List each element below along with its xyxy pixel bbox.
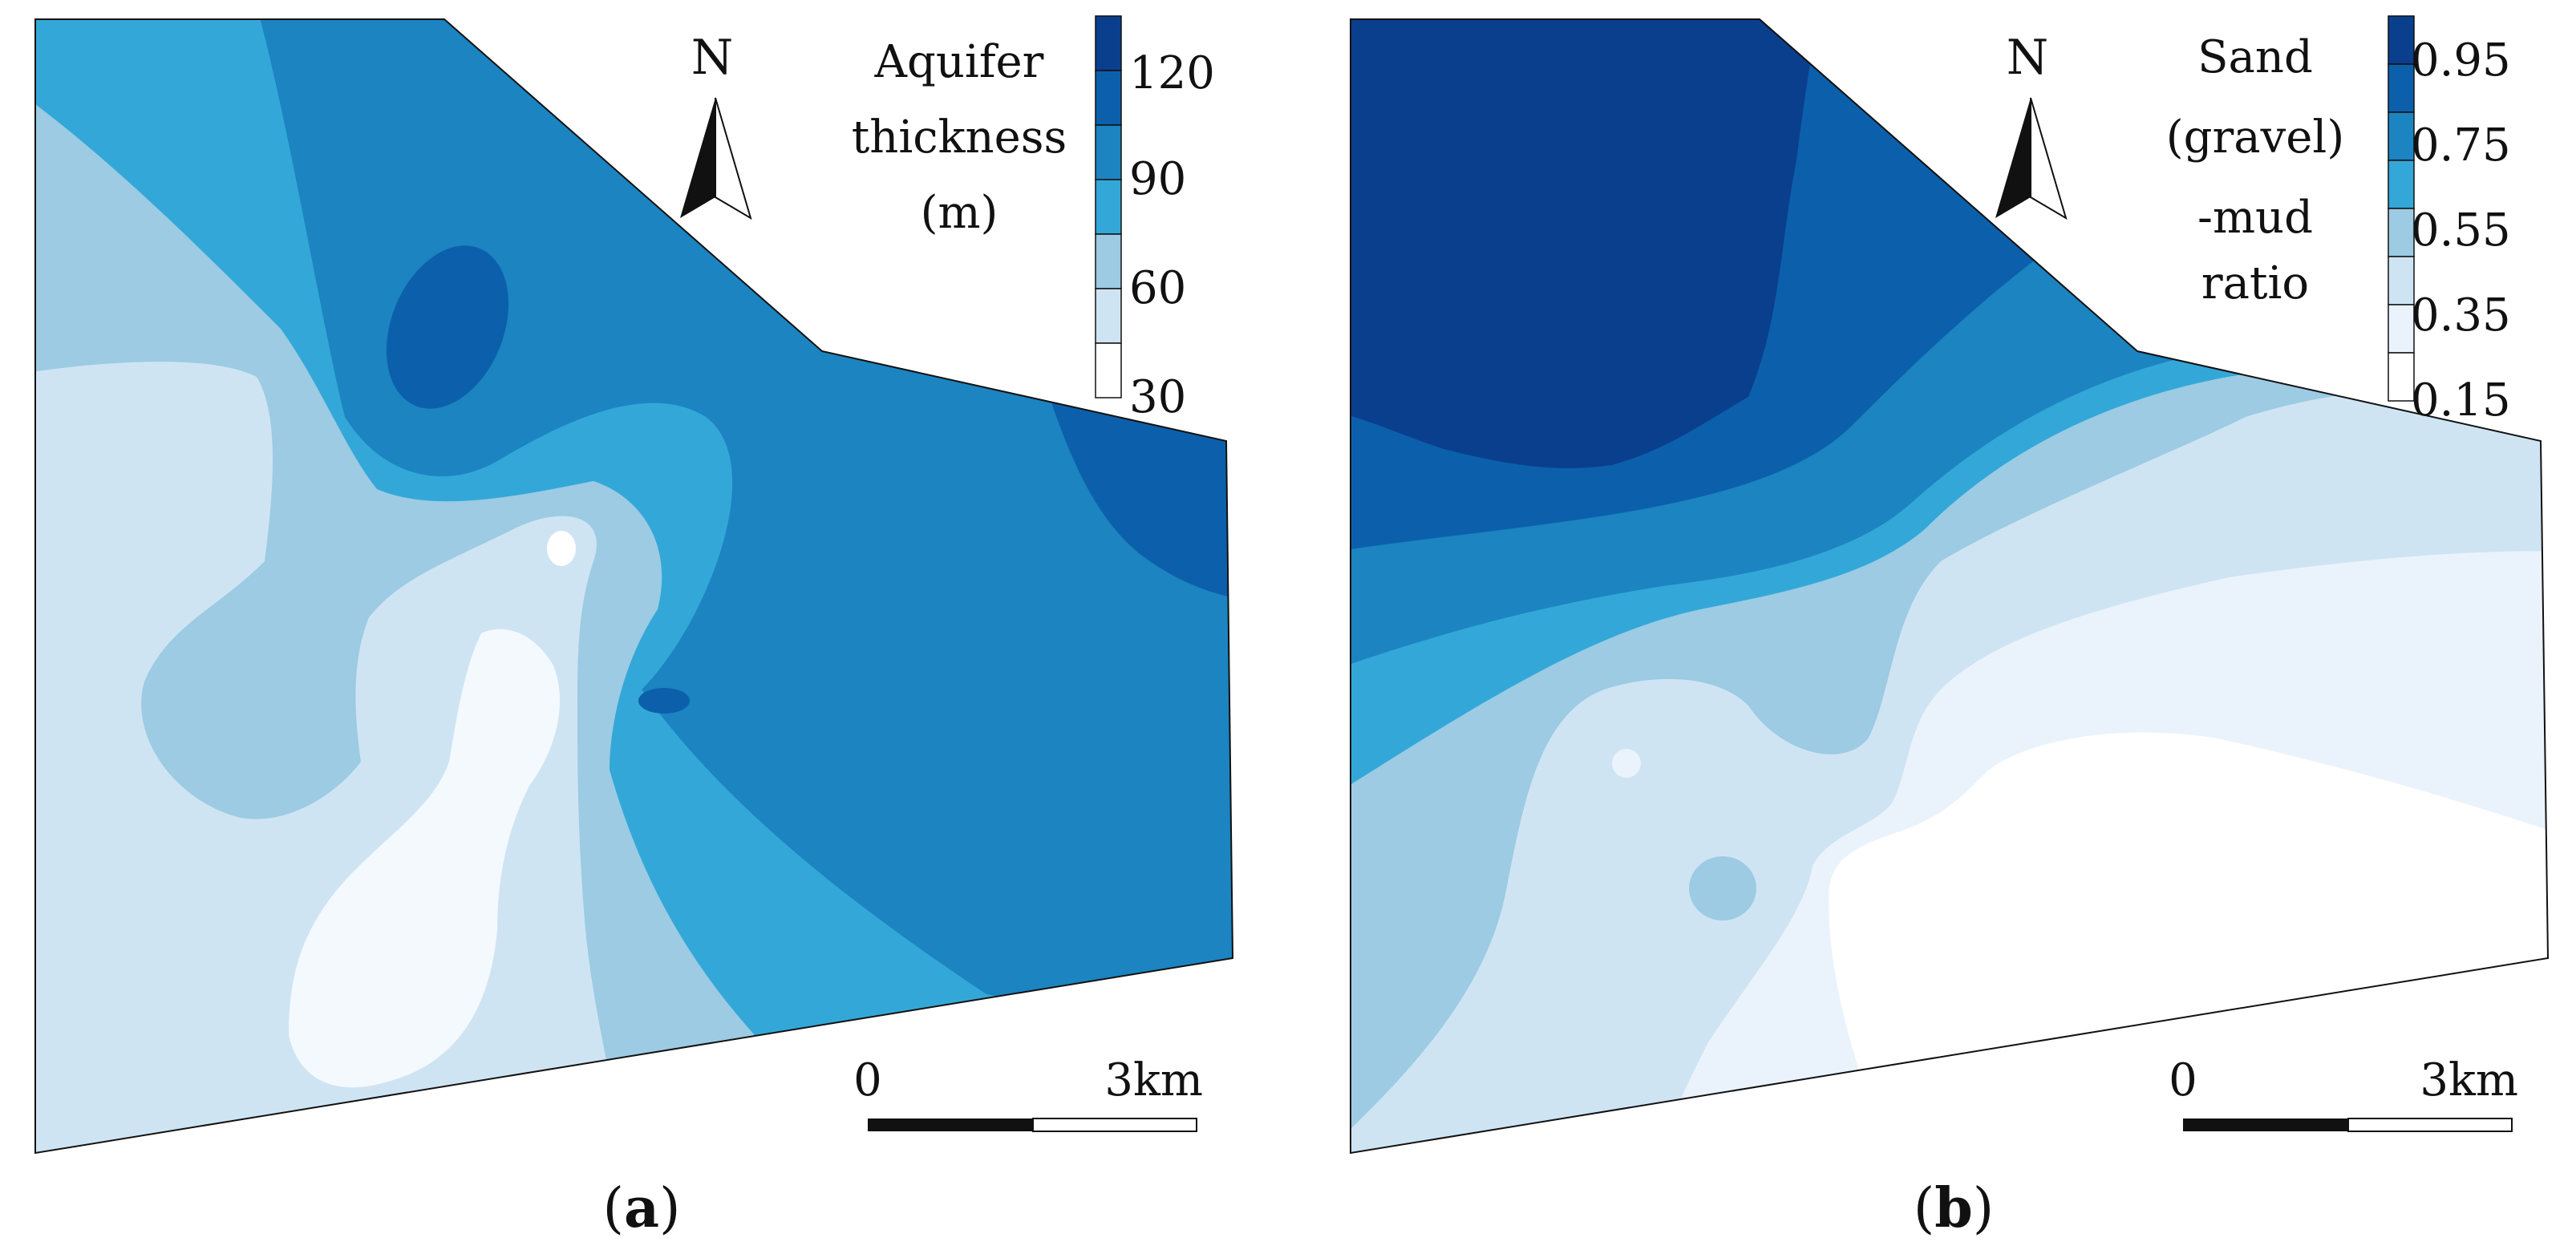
- legend-title: Aquifer thickness (m): [852, 36, 1067, 239]
- legend-title-line: (m): [921, 187, 998, 239]
- legend-tick-labels: 0.95 0.75 0.55 0.35 0.15: [2411, 34, 2511, 427]
- panel-label: (b): [1914, 1176, 1995, 1240]
- legend-tick-label: 0.35: [2411, 289, 2511, 342]
- legend-tick-label: 30: [1129, 371, 1186, 423]
- legend-title-line: Sand: [2197, 31, 2313, 83]
- legend-tick-label: 60: [1129, 262, 1186, 314]
- north-arrow: N: [680, 30, 752, 220]
- legend-swatch: [1095, 342, 1122, 398]
- legend-tick-label: 0.15: [2411, 374, 2511, 427]
- legend-title-line: thickness: [852, 111, 1067, 164]
- legend-tick-label: 0.55: [2411, 204, 2511, 257]
- map-boundary: [1350, 18, 2550, 1155]
- legend-swatch: [1095, 124, 1122, 180]
- scale-bar-end-label: 3km: [1104, 1054, 1203, 1106]
- legend-swatch: [2388, 304, 2415, 354]
- scale-bar-start-label: 0: [2169, 1054, 2197, 1106]
- scale-bar: 0 3km: [853, 1054, 1203, 1132]
- contour-band-below-30: [289, 629, 561, 1088]
- legend-swatch: [2388, 256, 2415, 305]
- legend-title-line: -mud: [2197, 192, 2313, 244]
- scale-bar-end-label: 3km: [2420, 1054, 2518, 1106]
- legend-title-line: (gravel): [2166, 111, 2344, 164]
- contour-band-above-0.95-core: [1351, 19, 1821, 468]
- legend-swatch: [1095, 288, 1122, 344]
- legend-swatch: [2388, 352, 2415, 402]
- north-label: N: [2007, 30, 2049, 86]
- north-arrow-dark-half: [680, 98, 715, 218]
- legend-swatch: [1095, 70, 1122, 126]
- contour-spot-mid: [1689, 856, 1756, 920]
- legend-tick-label: 120: [1129, 47, 1215, 99]
- north-label: N: [691, 30, 734, 86]
- contour-spot-high-center: [638, 688, 690, 714]
- north-arrow-light-half: [2030, 97, 2068, 220]
- panel-b: N Sand (gravel) -mud ratio 0.95 0.75 0.5…: [1350, 15, 2550, 1240]
- legend-title-line: Aquifer: [874, 36, 1044, 88]
- contour-spot-low: [547, 531, 576, 566]
- legend-colorbar: [1095, 15, 1122, 398]
- legend-title: Sand (gravel) -mud ratio: [2166, 31, 2344, 309]
- contour-spot-low: [1612, 749, 1641, 778]
- scale-bar-dark-segment: [2183, 1118, 2348, 1131]
- legend-swatch: [1095, 15, 1122, 71]
- panel-a: N Aquifer thickness (m) 120 90 60 30 0 3…: [34, 15, 1234, 1240]
- contour-band-30-60-inner: [35, 362, 618, 1153]
- scale-bar-start-label: 0: [853, 1054, 882, 1106]
- legend-swatch: [2388, 160, 2415, 209]
- scale-bar: 0 3km: [2169, 1054, 2518, 1132]
- legend-swatch: [2388, 111, 2415, 161]
- scale-bar-light-segment: [2347, 1118, 2513, 1132]
- legend-swatch: [1095, 179, 1122, 235]
- legend-colorbar: [2388, 15, 2415, 402]
- north-arrow-light-half: [715, 97, 752, 220]
- map-boundary: [34, 18, 1234, 1155]
- legend-tick-label: 0.95: [2411, 34, 2511, 87]
- legend-title-line: ratio: [2201, 257, 2309, 309]
- north-arrow-dark-half: [1995, 98, 2031, 218]
- north-arrow: N: [1995, 30, 2068, 220]
- thickness-contour-map: [35, 19, 1233, 1153]
- scale-bar-dark-segment: [868, 1118, 1033, 1131]
- scale-bar-light-segment: [1032, 1118, 1197, 1132]
- legend-swatch: [2388, 15, 2415, 65]
- legend-tick-labels: 120 90 60 30: [1129, 47, 1215, 423]
- legend-swatch: [2388, 63, 2415, 113]
- contour-spot-high-north: [386, 245, 509, 409]
- legend-tick-label: 0.75: [2411, 119, 2511, 172]
- legend-swatch: [1095, 233, 1122, 289]
- panel-label: (a): [602, 1176, 680, 1240]
- legend-tick-label: 90: [1129, 153, 1186, 205]
